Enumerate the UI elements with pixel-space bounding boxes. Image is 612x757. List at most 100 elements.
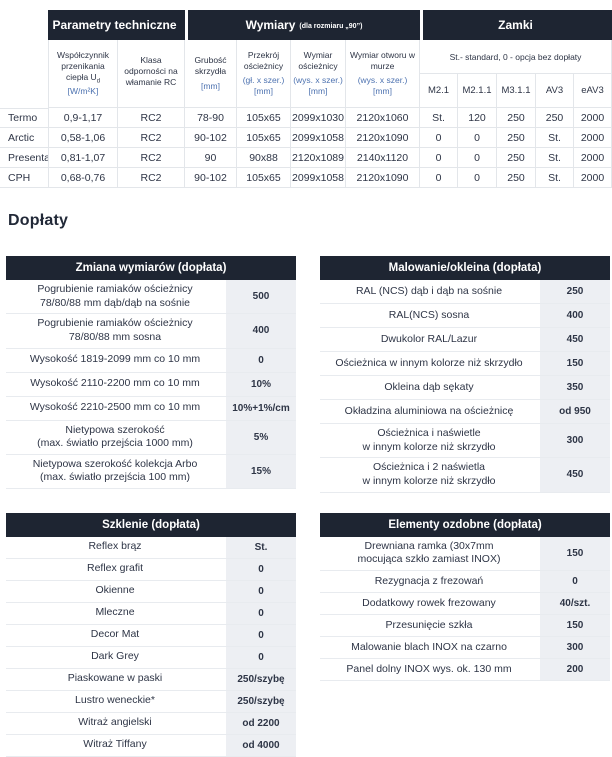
addon-row: Okleina dąb sękaty 350 bbox=[320, 376, 610, 400]
addon-row-label: Lustro weneckie* bbox=[6, 690, 224, 712]
addon-row-value: 400 bbox=[224, 314, 296, 348]
addon-row-value: 0 bbox=[224, 348, 296, 372]
addon-row-label: Dwukolor RAL/Lazur bbox=[320, 328, 538, 351]
addon-table-szklenie: Szklenie (dopłata) Reflex brąz St. Reflex … bbox=[6, 512, 296, 757]
addon-row-label: Okładzina aluminiowa na ościeżnicę bbox=[320, 400, 538, 423]
addon-table-zmiana-wymiarow: Zmiana wymiarów (dopłata) Pogrubienie ra… bbox=[6, 256, 296, 490]
group-header-subtext: (dla rozmiaru „90”) bbox=[299, 22, 363, 30]
spec-cell: 2000 bbox=[574, 108, 612, 128]
addon-row-value: 40/szt. bbox=[538, 592, 610, 614]
addon-row-label: Dark Grey bbox=[6, 646, 224, 668]
spec-column-title: Wymiar otworu w murze bbox=[347, 50, 418, 76]
spec-column-title-text: Współczynnik przenikania ciepła U bbox=[57, 49, 109, 82]
addon-row: Wysokość 1819-2099 mm co 10 mm 0 bbox=[6, 348, 296, 373]
spec-cell: 105x65 bbox=[237, 168, 291, 188]
spec-column-title-text: Grubość skrzydła bbox=[194, 55, 227, 77]
addon-row: Piaskowane w paski 250/szybę bbox=[6, 668, 296, 691]
spec-cell: 250 bbox=[536, 108, 574, 128]
addon-row-value: 150 bbox=[538, 536, 610, 570]
group-header-wymiary: Wymiary (dla rozmiaru „90”) bbox=[185, 10, 420, 40]
addon-row: Rezygnacja z frezowań 0 bbox=[320, 570, 610, 593]
addon-row-label: RAL (NCS) dąb i dąb na sośnie bbox=[320, 280, 538, 303]
spec-cell: RC2 bbox=[118, 128, 185, 148]
addon-row-value: 0 bbox=[224, 580, 296, 602]
spec-column-title-subscript: d bbox=[96, 78, 101, 85]
addon-table-malowanie-okleina: Malowanie/okleina (dopłata) RAL (NCS) dą… bbox=[320, 256, 610, 493]
spec-cell: St. bbox=[536, 128, 574, 148]
spec-cell: 2120x1090 bbox=[346, 168, 420, 188]
addon-row-value: od 950 bbox=[538, 400, 610, 423]
addon-row-value: 400 bbox=[538, 304, 610, 327]
addon-row-value: 0 bbox=[224, 558, 296, 580]
addon-row: Reflex grafit 0 bbox=[6, 558, 296, 581]
addon-row: Okładzina aluminiowa na ościeżnicę od 950 bbox=[320, 400, 610, 424]
spec-column-title-text: Przekrój ościeżnicy bbox=[243, 49, 284, 71]
addon-row-value: 250/szybę bbox=[224, 690, 296, 712]
spec-cell: 90x88 bbox=[237, 148, 291, 168]
addon-row-value: 300 bbox=[538, 636, 610, 658]
addon-row-value: 450 bbox=[538, 328, 610, 351]
addon-row: Panel dolny INOX wys. ok. 130 mm 200 bbox=[320, 658, 610, 681]
addon-row-label: RAL(NCS) sosna bbox=[320, 304, 538, 327]
addon-row: Mleczne 0 bbox=[6, 602, 296, 625]
spec-cell: 90 bbox=[185, 148, 237, 168]
addon-row-label: Wysokość 1819-2099 mm co 10 mm bbox=[6, 348, 224, 372]
addon-row-value: 200 bbox=[538, 658, 610, 680]
addon-row-label: Przesunięcie szkła bbox=[320, 614, 538, 636]
addon-row-label: Witraż Tiffany bbox=[6, 734, 224, 756]
spec-column-title: Współczynnik przenikania ciepła Ud bbox=[50, 50, 116, 87]
spec-column-unit: (wys. x szer.) [mm] bbox=[357, 75, 408, 97]
addon-table-title: Zmiana wymiarów (dopłata) bbox=[6, 256, 296, 280]
addon-row-label: Mleczne bbox=[6, 602, 224, 624]
addon-row-label: Pogrubienie ramiaków ościeżnicy 78/80/88… bbox=[6, 280, 224, 314]
addon-table-elementy-ozdobne: Elementy ozdobne (dopłata) Drewniana ram… bbox=[320, 512, 610, 681]
spec-cell: 105x65 bbox=[237, 128, 291, 148]
addon-row-label: Drewniana ramka (30x7mm mocująca szkło z… bbox=[320, 536, 538, 570]
addon-row-label: Reflex grafit bbox=[6, 558, 224, 580]
addon-row-label: Reflex brąz bbox=[6, 536, 224, 558]
addon-row-label: Nietypowa szerokość kolekcja Arbo (max. … bbox=[6, 454, 224, 489]
spec-cell: 0 bbox=[458, 168, 497, 188]
addon-row: Okienne 0 bbox=[6, 580, 296, 603]
addon-row: Wysokość 2110-2200 mm co 10 mm 10% bbox=[6, 372, 296, 397]
addon-row: RAL(NCS) sosna 400 bbox=[320, 304, 610, 328]
addon-row: Dodatkowy rowek frezowany 40/szt. bbox=[320, 592, 610, 615]
spec-cell: 0 bbox=[420, 148, 458, 168]
addon-row-value: 150 bbox=[538, 614, 610, 636]
addon-row-label: Okienne bbox=[6, 580, 224, 602]
spec-column-title-text: Wymiar ościeżnicy bbox=[298, 49, 338, 71]
section-title-doplaty: Dopłaty bbox=[8, 212, 69, 229]
addon-row-value: 150 bbox=[538, 352, 610, 375]
addon-row: Drewniana ramka (30x7mm mocująca szkło z… bbox=[320, 536, 610, 571]
addon-row: Wysokość 2210-2500 mm co 10 mm 10%+1%/cm bbox=[6, 396, 296, 421]
addon-row-value: 450 bbox=[538, 458, 610, 492]
spec-cell: 2120x1090 bbox=[346, 128, 420, 148]
spec-cell: 250 bbox=[497, 108, 536, 128]
addon-row: RAL (NCS) dąb i dąb na sośnie 250 bbox=[320, 280, 610, 304]
spec-cell: 2099x1030 bbox=[291, 108, 346, 128]
addon-row-value: 300 bbox=[538, 424, 610, 458]
spec-column-unit: (wys. x szer.) [mm] bbox=[293, 75, 343, 97]
technical-spec-table: Parametry techniczne Wymiary (dla rozmia… bbox=[0, 10, 612, 188]
addon-row: Dark Grey 0 bbox=[6, 646, 296, 669]
addon-row: Witraż angielski od 2200 bbox=[6, 712, 296, 735]
spec-column-title: Wymiar ościeżnicy bbox=[292, 50, 344, 76]
spec-column-title-text: Klasa odporności na włamanie RC bbox=[124, 55, 178, 88]
addon-tables-grid: Zmiana wymiarów (dopłata) Pogrubienie ra… bbox=[6, 256, 612, 757]
addon-row-label: Witraż angielski bbox=[6, 712, 224, 734]
group-header-label: Wymiary bbox=[245, 18, 296, 32]
spec-row-label: Termo bbox=[0, 108, 48, 128]
price-list-page: Parametry techniczne Wymiary (dla rozmia… bbox=[0, 10, 612, 757]
spec-column-title-text: Wymiar otworu w murze bbox=[349, 49, 416, 71]
addon-row-value: 250 bbox=[538, 280, 610, 303]
spec-cell: 90-102 bbox=[185, 128, 237, 148]
addon-row-value: od 2200 bbox=[224, 712, 296, 734]
addon-row: Malowanie blach INOX na czarno 300 bbox=[320, 636, 610, 659]
spec-cell: 0,81-1,07 bbox=[48, 148, 118, 168]
spec-cell: 0 bbox=[458, 148, 497, 168]
addon-row-label: Okleina dąb sękaty bbox=[320, 376, 538, 399]
addon-row: Ościeżnica i naświetle w innym kolorze n… bbox=[320, 424, 610, 459]
group-header-label: Parametry techniczne bbox=[52, 18, 177, 32]
spec-cell: 250 bbox=[497, 128, 536, 148]
spec-row-label: Presenta bbox=[0, 148, 50, 168]
